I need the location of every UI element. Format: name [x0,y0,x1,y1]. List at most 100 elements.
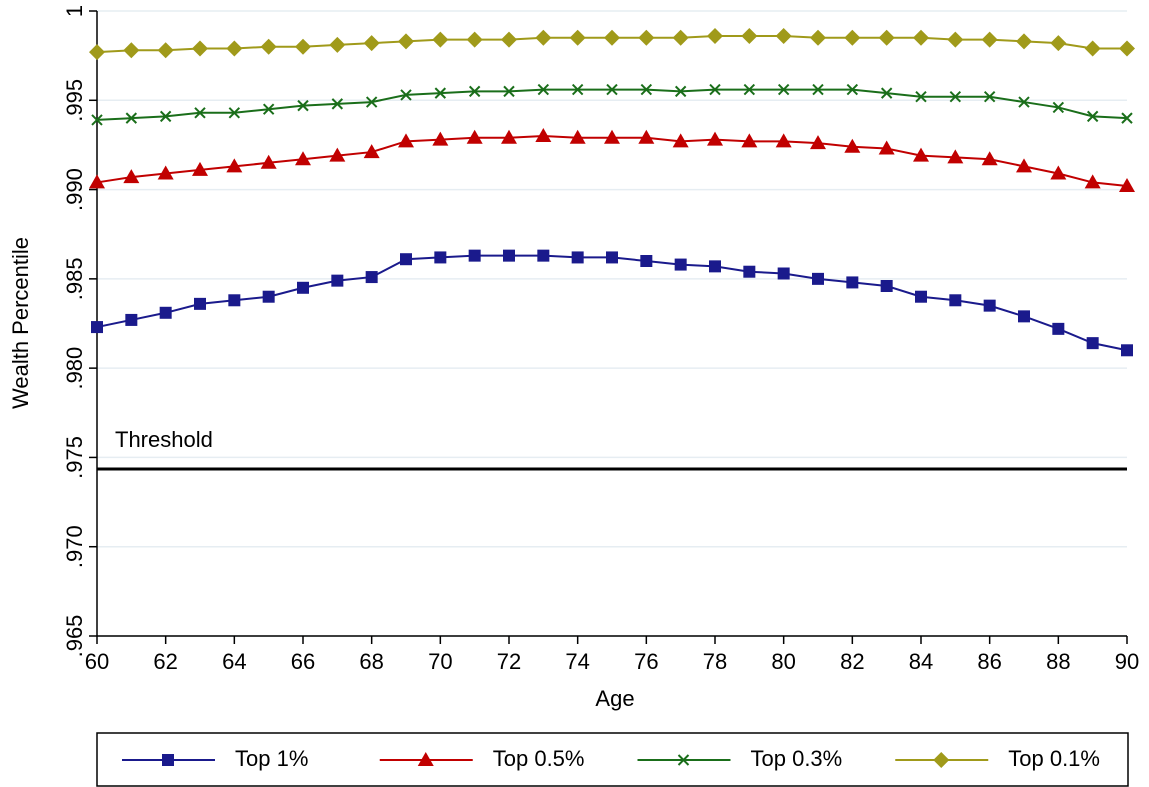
marker [398,33,414,50]
marker [640,255,653,267]
marker [295,38,311,55]
x-tick-label: 90 [1115,649,1139,674]
marker [672,133,689,148]
marker [709,83,721,96]
marker [331,274,344,287]
marker [226,40,243,57]
marker [810,29,826,46]
marker [466,31,483,48]
marker [434,251,447,264]
marker [812,83,824,96]
marker [417,752,434,766]
marker [707,28,723,44]
marker [812,272,824,285]
marker [432,31,449,48]
legend-label: Top 0.1% [1008,746,1100,771]
marker [400,89,412,101]
marker [707,131,723,146]
marker [777,267,790,280]
marker [192,161,208,176]
marker [468,249,481,262]
marker [844,29,861,46]
marker [913,147,929,162]
marker [363,35,380,52]
legend-label: Top 0.5% [493,746,585,771]
marker [949,294,962,307]
marker [878,140,895,155]
marker [1086,110,1099,123]
x-axis-title: Age [595,686,634,711]
marker [604,129,620,144]
marker [1018,310,1030,323]
marker [535,29,552,46]
marker [1016,33,1032,50]
x-tick-label: 86 [977,649,1001,674]
marker [810,135,826,150]
y-tick-label: .985 [62,257,87,300]
marker [677,754,690,766]
y-tick-label: .970 [62,525,87,568]
marker [432,131,449,146]
marker [260,38,277,55]
marker [741,28,758,44]
marker [1121,112,1133,124]
marker [157,165,174,180]
marker [569,129,586,144]
marker [400,253,412,266]
x-tick-label: 64 [222,649,246,674]
marker [983,299,996,312]
marker [329,147,346,162]
x-tick-label: 72 [497,649,521,674]
marker [363,144,380,159]
marker [501,31,517,48]
marker [91,321,103,334]
marker [1052,101,1065,114]
marker [398,133,414,148]
x-tick-label: 66 [291,649,315,674]
marker [981,31,998,48]
series-line [96,88,1128,121]
legend-label: Top 0.3% [751,746,843,771]
marker [606,251,618,264]
marker [933,752,950,768]
marker [569,29,586,46]
x-tick-label: 82 [840,649,864,674]
marker [571,251,584,264]
marker [365,96,378,108]
x-tick-label: 80 [771,649,795,674]
marker [640,83,653,96]
marker [743,83,756,96]
marker [537,249,550,262]
marker [775,133,792,148]
marker [159,110,172,123]
x-tick-label: 88 [1046,649,1070,674]
marker [297,99,309,112]
marker [1086,337,1099,350]
marker [1050,165,1067,180]
marker [228,107,241,119]
marker [844,138,861,153]
marker [1119,40,1135,57]
y-tick-label: 1 [62,5,87,17]
marker [1119,178,1135,192]
legend: Top 1% Top 0.5% Top 0.3% Top 0.1% [96,732,1129,787]
marker [503,249,515,262]
marker [638,129,655,144]
marker [880,87,893,99]
marker [915,290,927,303]
y-axis-title: Wealth Percentile [8,237,33,409]
marker [743,265,756,278]
marker [846,83,859,96]
marker [297,281,309,294]
marker [331,98,344,110]
series-line [96,254,1128,352]
marker [947,31,964,48]
marker [91,114,103,126]
marker [674,85,687,98]
marker [226,158,243,173]
marker [537,83,550,96]
marker [260,154,277,169]
marker [535,128,552,142]
x-tick-label: 78 [703,649,727,674]
y-tick-label: .995 [62,79,87,122]
